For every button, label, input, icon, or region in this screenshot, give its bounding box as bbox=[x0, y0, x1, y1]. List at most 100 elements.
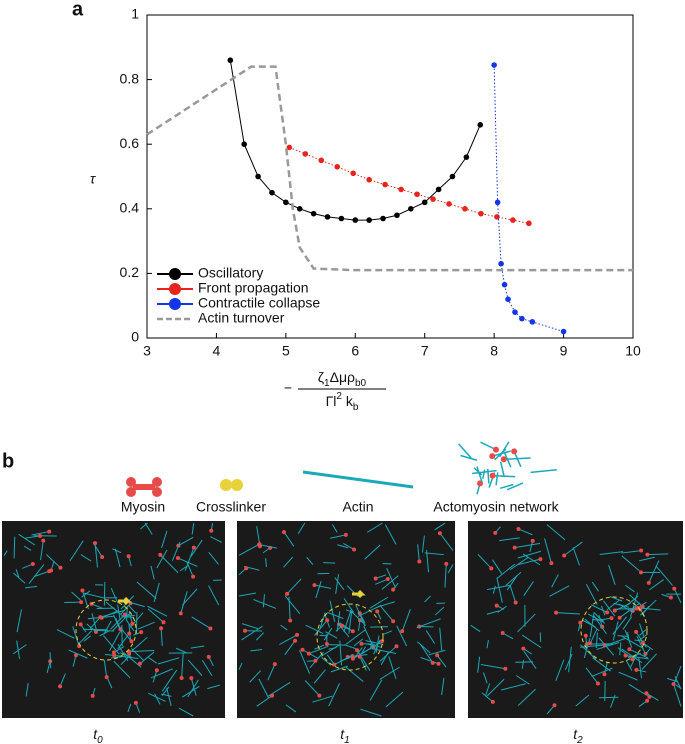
myosin bbox=[444, 561, 449, 566]
y-tick-label: 0.4 bbox=[120, 200, 140, 216]
filament bbox=[187, 659, 203, 676]
filament bbox=[505, 571, 522, 586]
filament bbox=[130, 648, 145, 661]
filament bbox=[625, 660, 633, 671]
filament bbox=[436, 654, 447, 668]
filament bbox=[312, 695, 333, 703]
x-label-token: Δμρ bbox=[330, 369, 355, 385]
filament bbox=[521, 634, 542, 649]
filament bbox=[416, 618, 441, 629]
data-point bbox=[414, 191, 420, 198]
filament bbox=[13, 572, 26, 584]
filament bbox=[83, 592, 106, 599]
myosin bbox=[58, 565, 63, 570]
data-point bbox=[435, 186, 442, 193]
filament bbox=[314, 619, 328, 636]
filament bbox=[499, 483, 514, 490]
myosin bbox=[672, 586, 677, 591]
legend-marker bbox=[169, 298, 181, 310]
myosin bbox=[391, 619, 396, 624]
filament bbox=[591, 618, 604, 622]
myosin bbox=[627, 647, 632, 652]
myosin bbox=[549, 561, 554, 566]
myosin bbox=[489, 566, 494, 571]
data-point bbox=[334, 164, 341, 170]
filament bbox=[59, 673, 66, 687]
myosin bbox=[373, 576, 378, 581]
data-point bbox=[366, 217, 372, 223]
arrow bbox=[118, 596, 132, 606]
series-line bbox=[229, 60, 481, 221]
time-label: t0 bbox=[93, 726, 103, 744]
myosin bbox=[552, 703, 557, 708]
filament bbox=[111, 613, 130, 632]
filament bbox=[606, 599, 620, 611]
filament bbox=[492, 559, 503, 574]
myosin bbox=[489, 453, 496, 460]
cluster-ring bbox=[316, 603, 384, 671]
filament bbox=[208, 585, 220, 606]
myosin bbox=[133, 700, 138, 705]
data-point bbox=[227, 57, 234, 64]
data-point bbox=[462, 206, 468, 212]
filament bbox=[630, 653, 638, 668]
data-point bbox=[352, 217, 359, 223]
filament bbox=[419, 643, 434, 664]
myosin bbox=[206, 654, 211, 659]
myosin bbox=[288, 618, 293, 623]
filament bbox=[337, 623, 350, 638]
time-token: t bbox=[340, 726, 345, 742]
filament bbox=[265, 558, 267, 567]
x-label-token: b0 bbox=[355, 378, 367, 389]
data-point bbox=[241, 141, 247, 147]
y-tick-label: 0.8 bbox=[120, 70, 140, 86]
myosin bbox=[359, 641, 364, 646]
myosin bbox=[357, 654, 362, 659]
myosin bbox=[191, 545, 196, 550]
myosin bbox=[154, 668, 159, 673]
filament bbox=[147, 692, 166, 702]
myosin bbox=[126, 554, 131, 559]
myosin bbox=[159, 626, 164, 631]
filament bbox=[80, 554, 92, 562]
filament bbox=[117, 644, 129, 662]
filament bbox=[191, 616, 211, 629]
data-point bbox=[302, 151, 309, 157]
filament bbox=[161, 530, 168, 548]
filament bbox=[112, 548, 122, 554]
filament bbox=[639, 629, 647, 636]
myosin bbox=[605, 610, 610, 615]
filament bbox=[323, 562, 336, 564]
filament bbox=[585, 667, 599, 684]
filament bbox=[258, 544, 278, 549]
myosin bbox=[295, 632, 300, 637]
data-point bbox=[510, 217, 516, 223]
filament bbox=[130, 602, 145, 608]
filament bbox=[328, 683, 341, 707]
data-point bbox=[494, 214, 500, 220]
filament bbox=[256, 695, 273, 707]
filament bbox=[428, 649, 446, 656]
x-tick-label: 8 bbox=[490, 343, 498, 359]
filament bbox=[523, 650, 537, 669]
myosin bbox=[312, 583, 317, 588]
filament bbox=[179, 565, 188, 572]
myosin bbox=[503, 666, 508, 671]
filament bbox=[83, 635, 91, 642]
data-point bbox=[408, 206, 414, 212]
filament bbox=[506, 482, 524, 491]
filament bbox=[208, 551, 219, 565]
time-label: t1 bbox=[340, 726, 349, 744]
filament bbox=[262, 594, 265, 608]
filament bbox=[591, 667, 613, 677]
filament bbox=[499, 461, 505, 477]
filament bbox=[258, 678, 269, 698]
filament bbox=[180, 591, 188, 614]
myosin bbox=[530, 538, 535, 543]
data-point bbox=[382, 181, 388, 188]
filament bbox=[655, 565, 673, 586]
filament bbox=[486, 468, 490, 484]
data-point bbox=[498, 260, 504, 267]
filament bbox=[171, 541, 181, 561]
filament bbox=[320, 644, 340, 657]
